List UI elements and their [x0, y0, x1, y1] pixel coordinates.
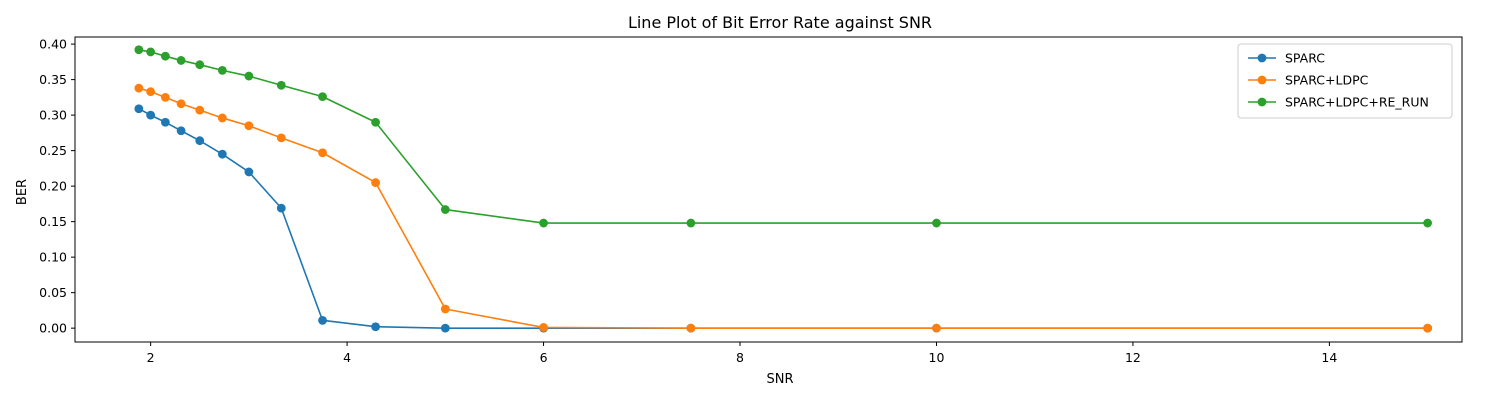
legend-swatch-marker — [1257, 75, 1267, 85]
x-tick-label: 4 — [343, 350, 351, 365]
x-tick-label: 8 — [736, 350, 744, 365]
data-point — [146, 47, 156, 57]
data-point — [932, 323, 941, 333]
data-point — [371, 117, 380, 127]
data-point — [686, 218, 696, 228]
data-point — [134, 104, 144, 114]
data-point — [176, 126, 186, 136]
data-point — [195, 105, 205, 115]
y-axis-ticks: 0.00 0.05 0.10 0.15 0.20 0.25 0.30 0.35 0.40 — [39, 37, 75, 336]
series-group — [134, 45, 1433, 333]
data-point — [318, 315, 327, 325]
data-point — [276, 80, 286, 90]
data-point — [160, 117, 170, 127]
x-axis-label: SNR — [766, 372, 793, 387]
data-point — [440, 304, 450, 314]
data-point — [176, 56, 186, 65]
data-point — [318, 92, 327, 102]
data-point — [539, 218, 548, 228]
data-point — [932, 218, 941, 228]
series-sparc-ldpc — [134, 83, 1433, 333]
data-point — [244, 167, 254, 177]
data-point — [276, 133, 286, 143]
legend-entry: SPARC+LDPC — [1248, 73, 1369, 88]
data-point — [276, 203, 286, 213]
y-tick-label: 0.10 — [39, 250, 67, 265]
data-point — [195, 136, 205, 146]
y-tick-label: 0.25 — [39, 143, 67, 158]
data-point — [146, 87, 156, 97]
legend-label: SPARC+LDPC+RE_RUN — [1285, 95, 1429, 110]
data-point — [160, 92, 170, 102]
x-tick-label: 12 — [1125, 350, 1141, 365]
plot-frame — [74, 36, 1463, 343]
legend-box — [1237, 43, 1453, 119]
data-point — [440, 205, 450, 214]
legend: SPARC SPARC+LDPC SPARC+LDPC+RE_RUN — [1237, 43, 1453, 119]
data-point — [244, 121, 254, 131]
data-point — [371, 322, 380, 332]
legend-entry: SPARC — [1248, 51, 1325, 66]
data-point — [217, 65, 227, 75]
x-axis-ticks: 2 4 6 8 10 12 14 — [147, 342, 1337, 365]
data-point — [217, 113, 227, 123]
y-tick-label: 0.20 — [39, 179, 67, 194]
data-point — [160, 51, 170, 61]
legend-label: SPARC+LDPC — [1285, 73, 1369, 88]
data-point — [1423, 218, 1433, 228]
y-tick-label: 0.15 — [39, 214, 67, 229]
legend-entry: SPARC+LDPC+RE_RUN — [1248, 95, 1429, 110]
x-tick-label: 10 — [929, 350, 945, 365]
x-tick-label: 6 — [540, 350, 548, 365]
chart-title: Line Plot of Bit Error Rate against SNR — [628, 13, 932, 32]
y-tick-label: 0.35 — [39, 72, 67, 87]
legend-swatch-marker — [1257, 97, 1267, 107]
data-point — [176, 99, 186, 109]
legend-swatch-marker — [1257, 53, 1267, 63]
data-point — [318, 148, 327, 158]
data-point — [217, 149, 227, 159]
y-tick-label: 0.05 — [39, 285, 67, 300]
y-axis-label: BER — [15, 179, 30, 205]
y-tick-label: 0.40 — [39, 37, 67, 52]
y-tick-label: 0.00 — [39, 321, 67, 336]
legend-label: SPARC — [1285, 51, 1325, 66]
data-point — [440, 323, 450, 333]
x-tick-label: 2 — [147, 350, 155, 365]
data-point — [371, 178, 380, 187]
data-point — [686, 323, 696, 333]
data-point — [146, 110, 156, 120]
series-sparc-ldpc-re-run — [134, 45, 1433, 228]
data-point — [244, 71, 254, 81]
data-point — [1423, 323, 1433, 333]
data-point — [539, 323, 548, 332]
x-tick-label: 14 — [1321, 350, 1337, 365]
y-tick-label: 0.30 — [39, 108, 67, 123]
data-point — [134, 83, 144, 93]
data-point — [134, 45, 144, 55]
data-point — [195, 60, 205, 70]
